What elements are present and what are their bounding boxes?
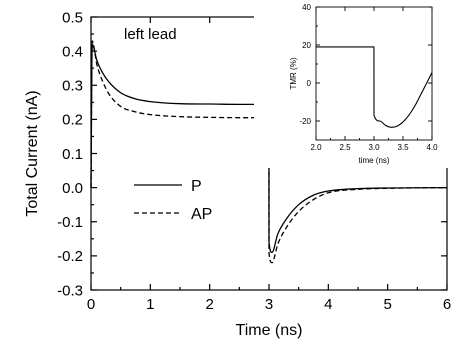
inset-y-tick-label: -20 <box>299 117 311 126</box>
y-axis-label: Total Current (nA) <box>24 90 41 216</box>
y-tick-label: 0.1 <box>62 146 83 163</box>
series-line-ap <box>90 40 448 264</box>
inset-x-tick-label: 3.0 <box>368 143 380 152</box>
inset-x-tick-label: 4.0 <box>426 143 438 152</box>
inset-x-axis-label: time (ns) <box>358 156 389 165</box>
x-axis-label: Time (ns) <box>236 322 303 339</box>
y-tick-label: 0.3 <box>62 78 83 95</box>
x-tick-label: 3 <box>265 296 273 313</box>
inset-y-tick-label: 40 <box>302 3 311 12</box>
x-tick-label: 4 <box>324 296 332 313</box>
legend: P AP <box>134 178 212 223</box>
inset-x-tick-label: 2.5 <box>339 143 351 152</box>
y-tick-label: -0.1 <box>57 214 83 231</box>
inset-y-tick-label: 0 <box>307 79 312 88</box>
annotation-left-lead: left lead <box>124 26 177 43</box>
y-tick-label: 0.0 <box>62 180 83 197</box>
inset-series-line-1 <box>316 46 433 128</box>
y-tick-label: 0.4 <box>62 43 83 60</box>
x-tick-label: 6 <box>443 296 451 313</box>
x-tick-label: 2 <box>205 296 213 313</box>
y-tick-label: 0.5 <box>62 9 83 26</box>
x-tick-label: 5 <box>383 296 391 313</box>
y-tick-label: -0.3 <box>57 282 83 299</box>
y-tick-label: -0.2 <box>57 248 83 265</box>
inset-y-axis-label: TMR (%) <box>289 57 298 89</box>
legend-label-ap: AP <box>191 206 212 223</box>
x-tick-label: 1 <box>146 296 154 313</box>
y-tick-label: 0.2 <box>62 112 83 129</box>
legend-label-p: P <box>191 178 202 195</box>
inset-plot: 2.0 2.5 3.0 3.5 4.0 -20 0 20 40 time (ns) TMR (%) <box>254 2 465 168</box>
inset-x-tick-label: 3.5 <box>397 143 409 152</box>
x-tick-label: 0 <box>87 296 95 313</box>
inset-x-tick-label: 2.0 <box>310 143 322 152</box>
inset-y-tick-label: 20 <box>302 41 311 50</box>
